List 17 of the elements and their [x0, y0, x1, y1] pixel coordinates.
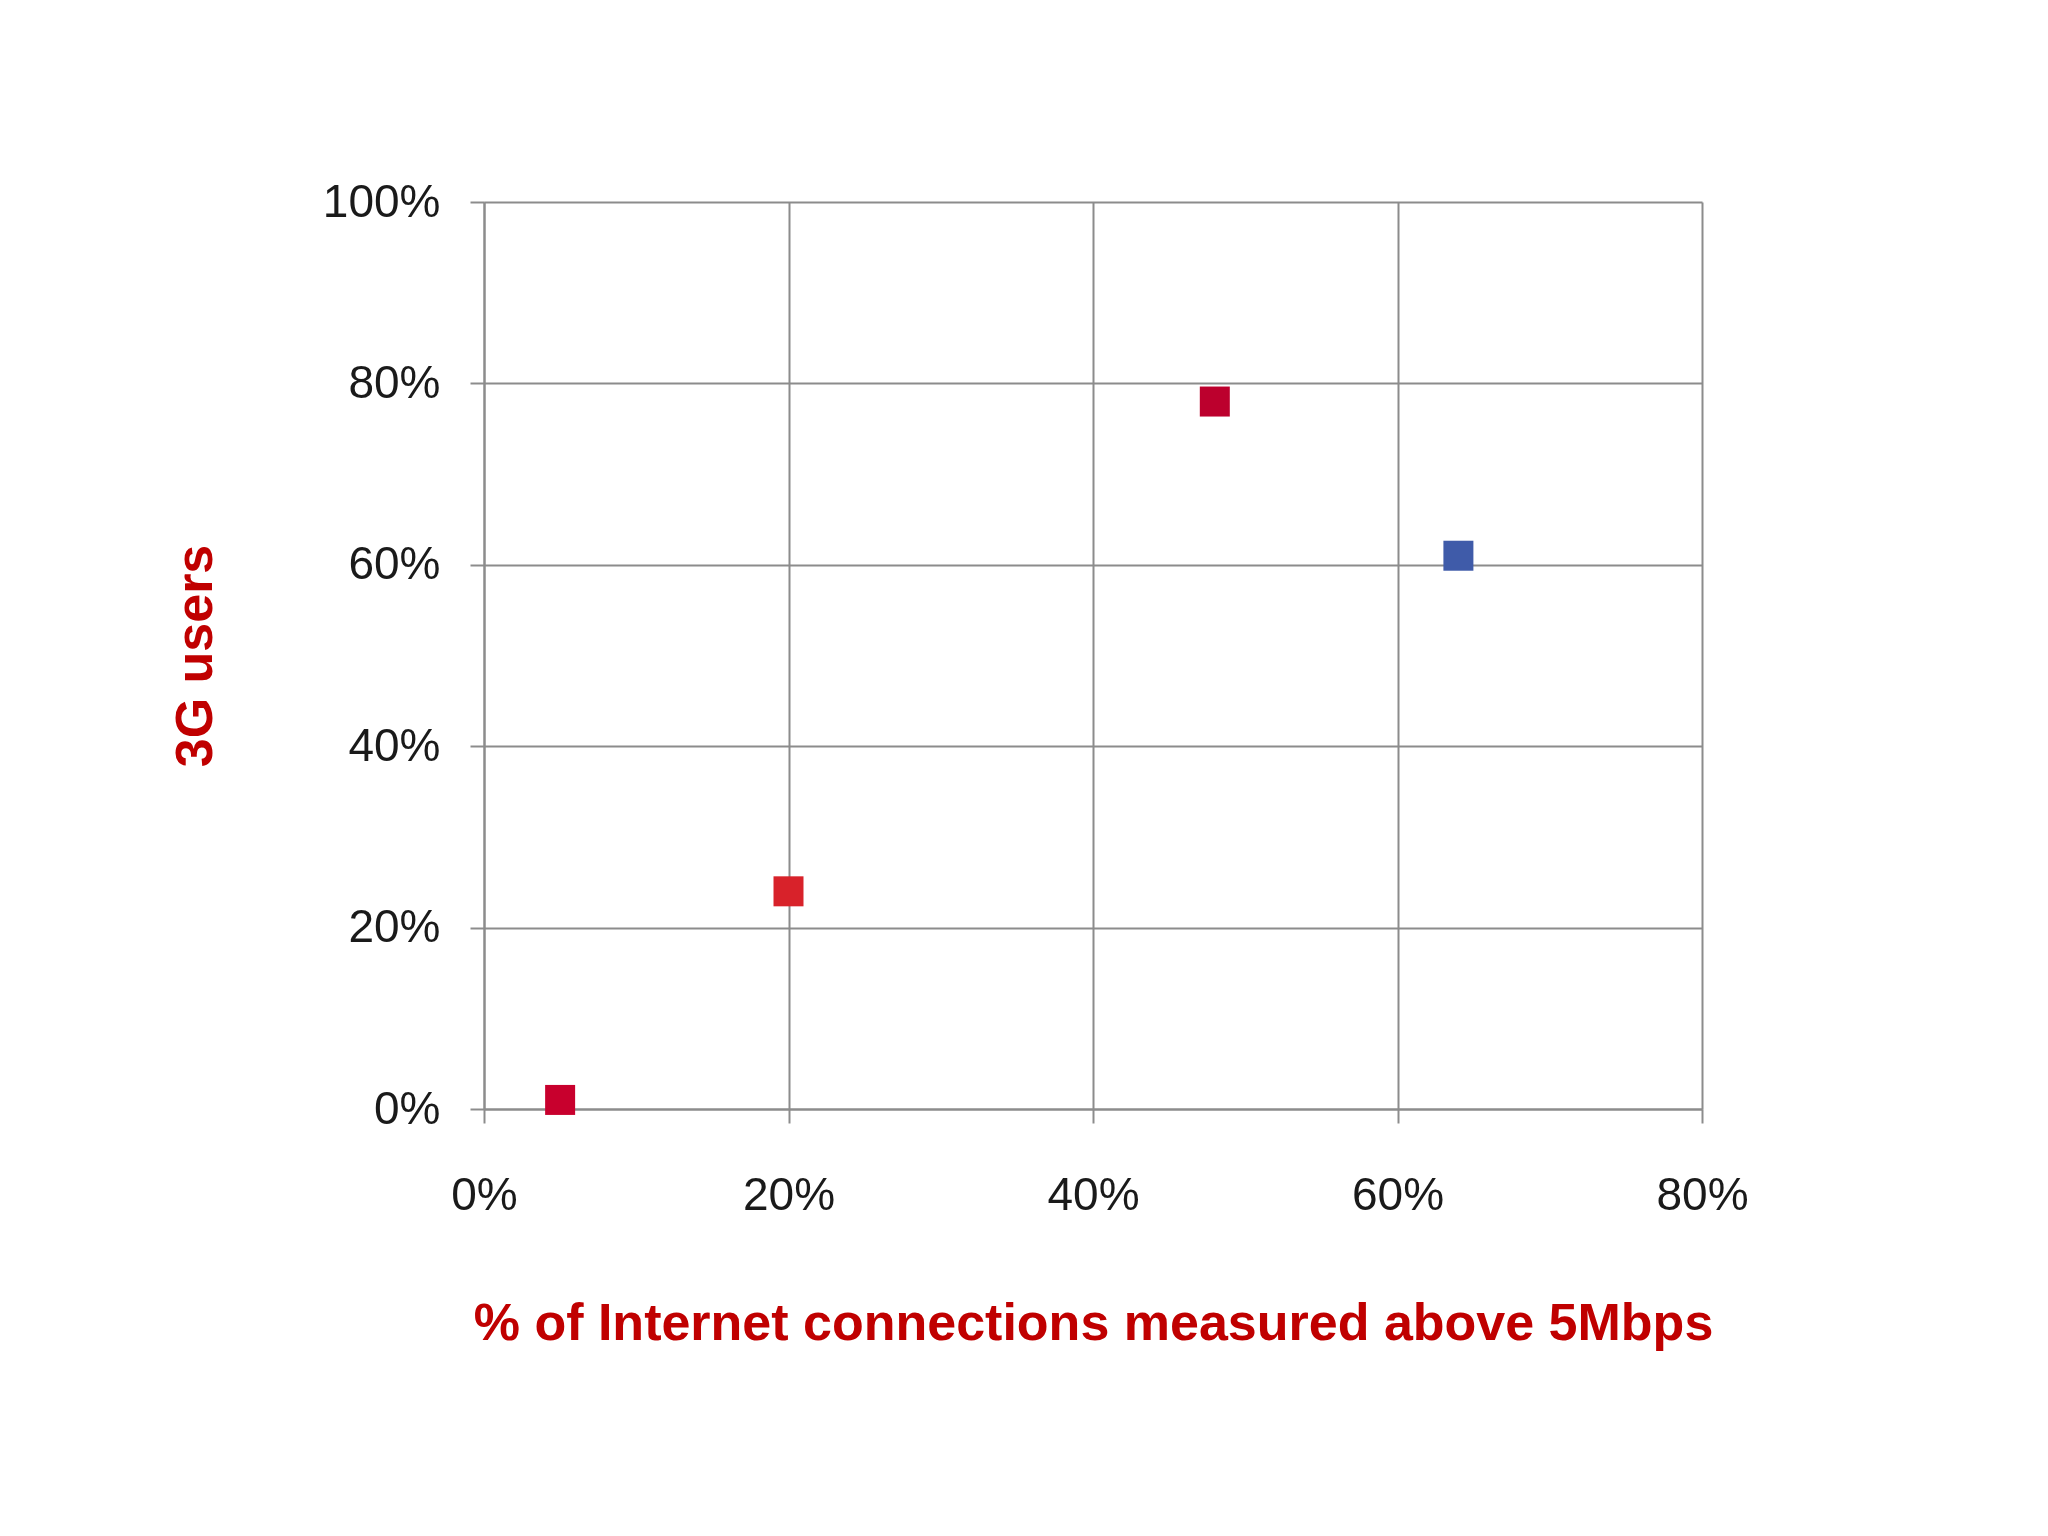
point — [545, 1084, 576, 1115]
x-axis-title: % of Internet connections measured above 5Mbps — [473, 1292, 1714, 1351]
y-tick-label: 100% — [322, 174, 441, 227]
y-tick-label: 80% — [348, 355, 441, 408]
y-axis-title: 3G users — [164, 544, 223, 768]
y-tick-label: 0% — [374, 1081, 441, 1134]
x-tick-label: 80% — [1656, 1167, 1749, 1220]
point — [1443, 540, 1474, 571]
point — [773, 876, 804, 907]
x-tick-label: 60% — [1351, 1167, 1445, 1220]
point — [1199, 386, 1230, 417]
x-tick-label: 0% — [451, 1167, 518, 1220]
y-tick-label: 20% — [348, 900, 441, 953]
x-tick-label: 20% — [742, 1167, 836, 1220]
y-tick-label: 60% — [348, 537, 441, 590]
x-tick-label: 40% — [1047, 1167, 1140, 1220]
y-tick-label: 40% — [348, 718, 441, 771]
